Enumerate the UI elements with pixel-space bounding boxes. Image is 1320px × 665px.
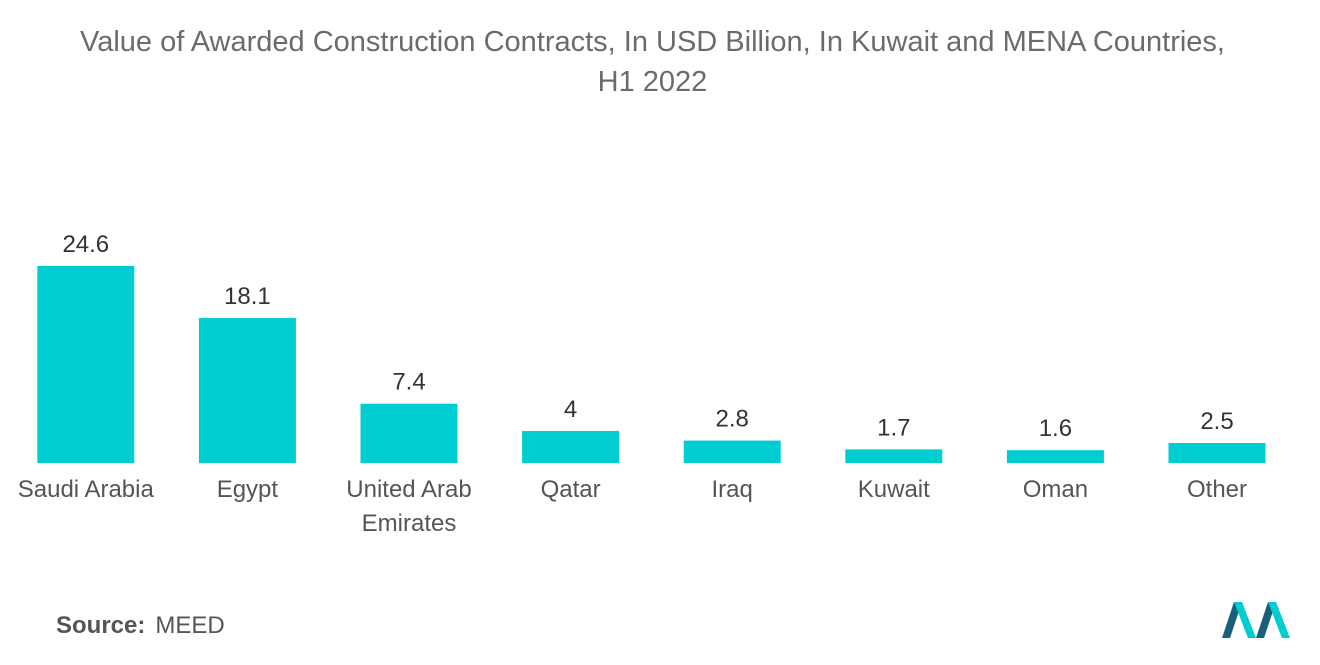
bar-value-label: 18.1 [224,283,271,310]
category-label: Qatar [541,476,601,503]
category-label: Other [1187,476,1247,503]
bar-value-label: 24.6 [62,231,109,258]
bar [683,440,781,463]
bar [1006,450,1104,463]
category-label-line: Saudi Arabia [18,476,155,503]
category-label: Egypt [217,476,279,503]
category-label-line: Iraq [712,476,753,503]
category-label-line: Emirates [362,510,457,537]
category-label-line: Kuwait [858,476,930,503]
bar-value-label: 2.8 [716,406,749,433]
bar-value-label: 2.5 [1200,408,1233,435]
bar [522,430,620,463]
category-label: Saudi Arabia [18,476,155,503]
category-label-line: Oman [1023,476,1088,503]
chart-title: Value of Awarded Construction Contracts,… [80,26,1225,98]
category-label-line: United Arab [346,476,471,503]
bar-value-label: 4 [564,396,577,423]
bar [198,318,296,463]
bar [360,403,458,463]
bar [845,449,943,463]
bar-value-label: 7.4 [392,369,425,396]
mordor-intelligence-logo-icon [1222,602,1290,638]
bar-value-label: 1.7 [877,414,910,441]
category-label: Oman [1023,476,1088,503]
bar-value-label: 1.6 [1039,415,1072,442]
source-note: Source: MEED [56,612,225,640]
bar [1168,442,1266,463]
category-label-line: Egypt [217,476,279,503]
bar [37,266,135,463]
source-value: MEED [155,612,225,639]
category-label-line: Other [1187,476,1247,503]
category-label-line: Qatar [541,476,601,503]
bar-chart: 24.6 Saudi Arabia 18.1 Egypt 7.4 United Arab E… [18,231,1266,537]
source-label: Source: [56,612,146,639]
category-label: United Arab Emirates [346,476,471,537]
category-label: Kuwait [858,476,930,503]
category-label: Iraq [712,476,753,503]
